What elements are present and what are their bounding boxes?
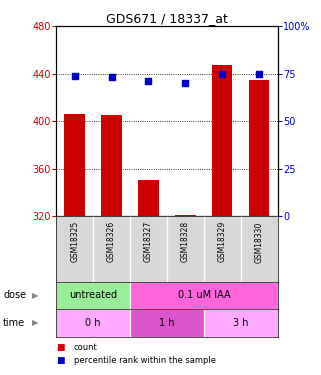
Bar: [138, 180, 159, 216]
Bar: [56, 282, 130, 309]
Bar: [212, 65, 232, 216]
Bar: [249, 80, 269, 216]
Text: GSM18325: GSM18325: [70, 221, 79, 262]
Point: [256, 70, 262, 77]
Text: ▶: ▶: [32, 318, 39, 327]
Text: GSM18326: GSM18326: [107, 221, 116, 262]
Point: [183, 80, 188, 86]
Bar: [56, 309, 130, 337]
Text: untreated: untreated: [69, 290, 117, 300]
Text: GSM18328: GSM18328: [181, 221, 190, 262]
Text: dose: dose: [3, 290, 26, 300]
Text: count: count: [74, 343, 98, 352]
Bar: [130, 282, 278, 309]
Text: time: time: [3, 318, 25, 328]
Bar: [65, 114, 85, 216]
Point: [146, 78, 151, 84]
Text: 0.1 uM IAA: 0.1 uM IAA: [178, 290, 230, 300]
Text: percentile rank within the sample: percentile rank within the sample: [74, 356, 216, 365]
Text: 1 h: 1 h: [159, 318, 175, 328]
Text: ■: ■: [56, 356, 65, 365]
Title: GDS671 / 18337_at: GDS671 / 18337_at: [106, 12, 228, 25]
Bar: [204, 309, 278, 337]
Bar: [101, 115, 122, 216]
Text: GSM18327: GSM18327: [144, 221, 153, 262]
Point: [220, 70, 225, 77]
Bar: [175, 215, 195, 216]
Text: ▶: ▶: [32, 291, 39, 300]
Text: GSM18329: GSM18329: [218, 221, 227, 262]
Text: 0 h: 0 h: [85, 318, 101, 328]
Point: [109, 75, 114, 81]
Text: ■: ■: [56, 343, 65, 352]
Text: 3 h: 3 h: [233, 318, 248, 328]
Point: [72, 73, 77, 79]
Bar: [130, 309, 204, 337]
Text: GSM18330: GSM18330: [255, 221, 264, 262]
